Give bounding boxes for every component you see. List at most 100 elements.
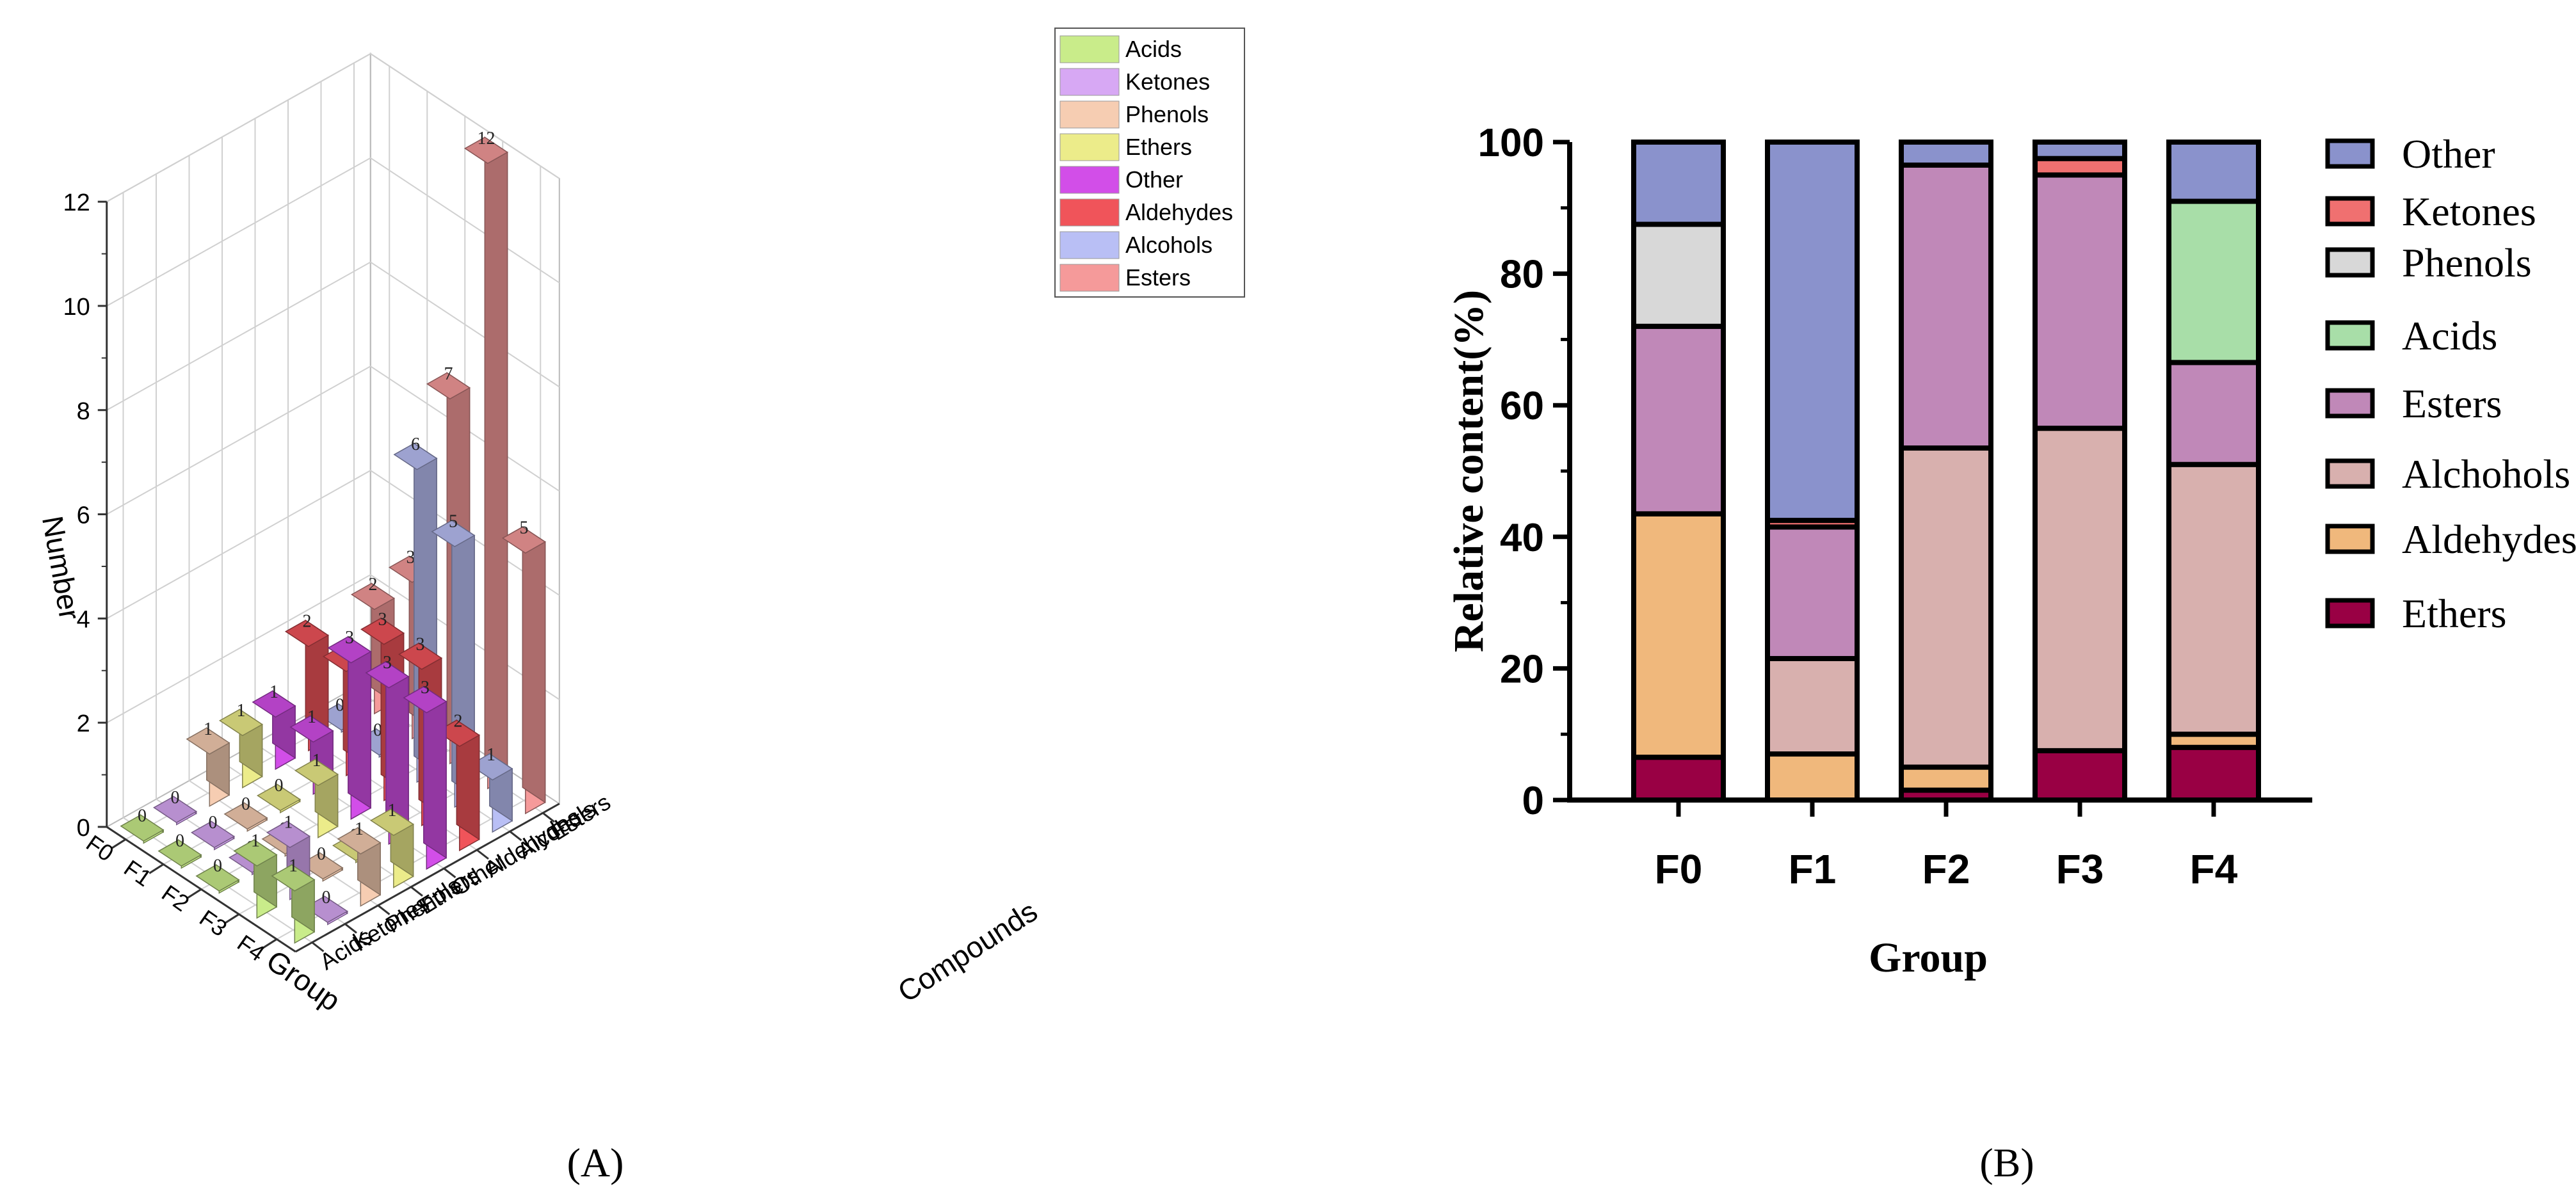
bar-ketones-f1: 0 bbox=[190, 813, 236, 851]
bar-face-top bbox=[256, 783, 302, 812]
bar-phenols-f3: 0 bbox=[299, 844, 344, 882]
y-tick-label: 60 bbox=[1500, 384, 1544, 428]
group-tick-label: F2 bbox=[157, 879, 194, 917]
legend-label-esters: Esters bbox=[2402, 381, 2502, 426]
bar-face-top bbox=[120, 814, 165, 842]
bar-value-label: 0 bbox=[275, 776, 284, 796]
segment-alchohols-f2 bbox=[1899, 445, 1993, 770]
group-tick bbox=[149, 863, 165, 874]
bar-face-top bbox=[299, 852, 344, 880]
z-tick-label: 10 bbox=[63, 294, 90, 321]
segment-esters-f4 bbox=[2166, 360, 2261, 467]
legend-swatch-alcohols bbox=[1059, 231, 1120, 259]
bar-value-label: 1 bbox=[284, 813, 293, 833]
bar-other-f4: 3 bbox=[403, 678, 447, 870]
bar-face-side bbox=[484, 136, 508, 779]
legend-swatch-ethers bbox=[1059, 133, 1120, 161]
compound-tick bbox=[344, 923, 357, 934]
bar-value-label: 2 bbox=[369, 575, 378, 595]
x-tick-label: F4 bbox=[2190, 846, 2238, 892]
segment-other-f2 bbox=[1899, 140, 1993, 168]
legend-swatch-phenols bbox=[1059, 100, 1120, 129]
bar-face-top bbox=[303, 895, 349, 924]
legend-swatch-ketones bbox=[2325, 196, 2375, 227]
bar-face-top bbox=[218, 709, 264, 737]
bar-alcohols-f4: 1 bbox=[469, 745, 513, 833]
bar-value-label: 1 bbox=[270, 682, 278, 702]
bar-ethers-f4: 1 bbox=[369, 801, 415, 888]
legend-label-alchohols: Alchohols bbox=[2402, 451, 2570, 497]
segment-ethers-f4 bbox=[2166, 744, 2261, 803]
segment-alchohols-f1 bbox=[1765, 655, 1860, 757]
bar-value-label: 1 bbox=[307, 707, 316, 727]
compound-tick bbox=[410, 886, 423, 897]
bar-ketones-f0: 0 bbox=[152, 788, 198, 826]
legend-label-phenols: Phenols bbox=[1125, 101, 1209, 127]
bar-value-label: 0 bbox=[175, 831, 184, 851]
bar-value-label: 1 bbox=[355, 819, 364, 839]
segment-aldehydes-f1 bbox=[1765, 751, 1860, 803]
bar-ethers-f1: 0 bbox=[256, 776, 302, 813]
bar-value-label: 3 bbox=[421, 678, 430, 698]
bar-face-top bbox=[426, 372, 471, 400]
bar-face-top bbox=[369, 808, 415, 837]
x-tick-label: F2 bbox=[1922, 846, 1970, 892]
y-tick-label: 80 bbox=[1500, 253, 1544, 297]
bar-value-label: 0 bbox=[209, 813, 218, 833]
bar-face-top bbox=[403, 685, 447, 714]
y-tick-label: 100 bbox=[1478, 121, 1544, 165]
legend-label-acids: Acids bbox=[1125, 36, 1182, 62]
legend-swatch-acids bbox=[2325, 320, 2375, 351]
group-tick-label: F1 bbox=[119, 854, 156, 892]
legend-swatch-ketones bbox=[1059, 68, 1120, 96]
z-tick-label: 6 bbox=[77, 502, 90, 529]
bar-phenols-f0: 1 bbox=[186, 719, 230, 807]
y-tick-label: 20 bbox=[1500, 647, 1544, 691]
segment-alchohols-f4 bbox=[2166, 461, 2261, 737]
group-tick bbox=[224, 913, 240, 924]
bar-acids-f3: 1 bbox=[233, 831, 278, 919]
z-tick-label: 2 bbox=[77, 710, 90, 737]
legend-swatch-ethers bbox=[2325, 598, 2375, 629]
bar-value-label: 1 bbox=[204, 719, 213, 739]
chart-b-stacked-bar: 0 20 40 60 80 100 Relative content(%) Group F0 F1… bbox=[1445, 121, 2576, 981]
segment-aldehydes-f2 bbox=[1899, 764, 1993, 793]
segment-phenols-f0 bbox=[1631, 221, 1726, 329]
bar-face-top bbox=[350, 582, 396, 611]
bar-other-f2: 3 bbox=[327, 628, 372, 821]
group-tick bbox=[186, 888, 202, 899]
bar-phenols-f4: 1 bbox=[337, 819, 382, 907]
bar-esters-f4: 5 bbox=[501, 518, 547, 815]
bar-face-top bbox=[463, 136, 509, 164]
bar-value-label: 1 bbox=[487, 745, 495, 765]
bar-face-top bbox=[284, 620, 330, 647]
bar-face-top bbox=[431, 520, 476, 547]
legend-label-ketones: Ketones bbox=[2402, 189, 2536, 234]
legend-label-ethers: Ethers bbox=[1125, 134, 1192, 160]
bar-face-top bbox=[337, 827, 382, 855]
bar-face-top bbox=[365, 661, 410, 689]
legend-swatch-other bbox=[2325, 138, 2375, 169]
legend-swatch-other bbox=[1059, 166, 1120, 194]
bar-value-label: 0 bbox=[317, 844, 326, 864]
z-tick-label: 8 bbox=[77, 398, 90, 425]
bar-other-f0: 1 bbox=[252, 682, 296, 771]
legend-swatch-alchohols bbox=[2325, 458, 2375, 489]
segment-alchohols-f3 bbox=[2033, 426, 2127, 753]
legend-swatch-aldehydes bbox=[1059, 198, 1120, 227]
bar-face-top bbox=[469, 753, 513, 781]
bar-phenols-f1: 0 bbox=[223, 794, 268, 832]
bar-value-label: 1 bbox=[388, 801, 397, 821]
compound-tick bbox=[377, 904, 390, 915]
compound-tick-label: Esters bbox=[546, 789, 615, 845]
bar-face-top bbox=[360, 618, 405, 645]
bar-face-top bbox=[327, 636, 372, 664]
bar-value-label: 3 bbox=[407, 548, 415, 568]
z-tick-label: 12 bbox=[63, 189, 90, 216]
bar-face-top bbox=[289, 715, 334, 743]
bar-acids-f1: 0 bbox=[157, 831, 202, 869]
group-tick bbox=[111, 838, 127, 849]
compound-tick bbox=[476, 849, 489, 860]
